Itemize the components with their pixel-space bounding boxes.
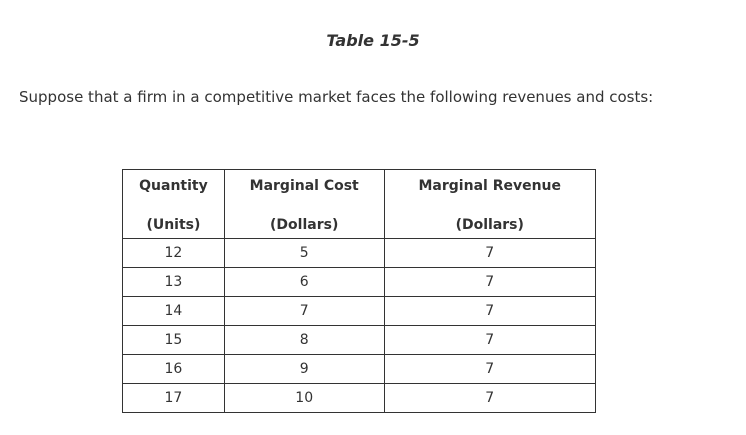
header-quantity: Quantity (Units) — [122, 169, 225, 239]
intro-text: Suppose that a firm in a competitive mar… — [19, 88, 654, 106]
table-row: 13 6 7 — [122, 267, 597, 297]
cell-marginal-cost: 5 — [223, 238, 385, 268]
cell-marginal-revenue: 7 — [383, 296, 597, 326]
cell-marginal-revenue: 7 — [383, 325, 597, 355]
cell-quantity: 12 — [122, 238, 225, 268]
cell-marginal-revenue: 7 — [383, 238, 597, 268]
cell-marginal-cost: 10 — [223, 383, 385, 413]
table-header-row: Quantity (Units) Marginal Cost (Dollars)… — [122, 169, 597, 239]
header-marginal-revenue-label: Marginal Revenue — [418, 178, 562, 194]
cell-marginal-revenue: 7 — [383, 383, 597, 413]
table-row: 15 8 7 — [122, 325, 597, 355]
header-marginal-cost-label: Marginal Cost — [249, 178, 359, 194]
cell-quantity: 14 — [122, 296, 225, 326]
cell-marginal-revenue: 7 — [383, 354, 597, 384]
cell-marginal-cost: 6 — [223, 267, 385, 297]
table-title: Table 15-5 — [326, 31, 420, 50]
table-row: 14 7 7 — [122, 296, 597, 326]
header-quantity-label: Quantity — [139, 178, 208, 194]
cell-marginal-revenue: 7 — [383, 267, 597, 297]
cell-quantity: 16 — [122, 354, 225, 384]
table-row: 16 9 7 — [122, 354, 597, 384]
header-marginal-cost: Marginal Cost (Dollars) — [223, 169, 385, 239]
header-quantity-unit: (Units) — [146, 217, 201, 233]
revenue-cost-table: Quantity (Units) Marginal Cost (Dollars)… — [122, 169, 597, 413]
header-marginal-revenue: Marginal Revenue (Dollars) — [383, 169, 597, 239]
table-row: 17 10 7 — [122, 383, 597, 413]
cell-marginal-cost: 8 — [223, 325, 385, 355]
table-row: 12 5 7 — [122, 238, 597, 268]
cell-marginal-cost: 7 — [223, 296, 385, 326]
header-marginal-revenue-unit: (Dollars) — [455, 217, 524, 233]
cell-quantity: 13 — [122, 267, 225, 297]
cell-quantity: 17 — [122, 383, 225, 413]
cell-marginal-cost: 9 — [223, 354, 385, 384]
header-marginal-cost-unit: (Dollars) — [270, 217, 339, 233]
cell-quantity: 15 — [122, 325, 225, 355]
